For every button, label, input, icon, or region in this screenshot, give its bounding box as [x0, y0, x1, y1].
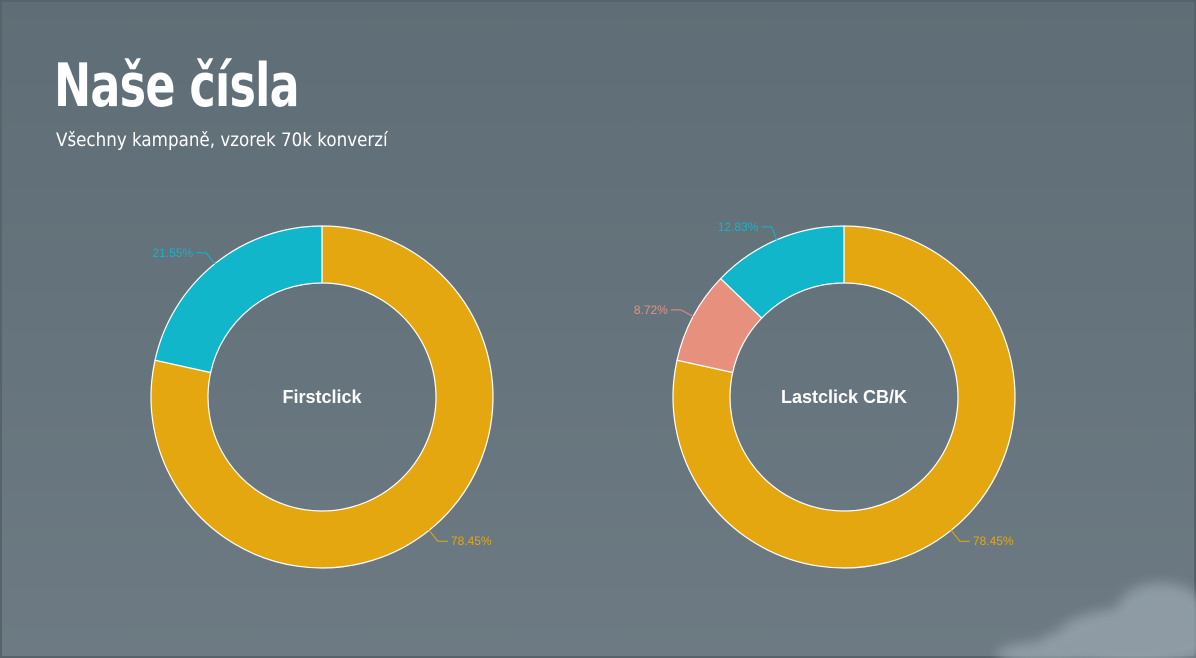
firstclick-donut-chart: 78.45% 21.55% Firstclick: [150, 225, 494, 569]
slice-leader-line: [950, 529, 970, 542]
lastclick-donut-chart: 78.45% 8.72% 12.83% Lastclick CB/K: [634, 220, 1016, 569]
donut-slice-78-45: [150, 225, 494, 569]
donut-slice-21-55: [154, 225, 323, 374]
slice-leader-line: [196, 252, 216, 265]
cloud-decoration: [996, 583, 1196, 658]
slice-label: 78.45%: [451, 534, 492, 548]
slide-subtitle: Všechny kampaně, vzorek 70k konverzí: [56, 129, 388, 151]
slice-label: 78.45%: [973, 534, 1014, 548]
slice-leader-line: [761, 226, 778, 241]
slice-label: 12.83%: [718, 220, 759, 234]
slice-leader-line: [428, 529, 448, 542]
slice-label: 8.72%: [634, 303, 668, 317]
chart-center-label: Lastclick CB/K: [781, 387, 907, 407]
donut-slice-12-83: [720, 225, 845, 319]
chart-center-label: Firstclick: [282, 387, 362, 407]
donut-slice-78-45: [672, 225, 1016, 569]
slice-label: 21.55%: [152, 246, 193, 260]
slide-title: Naše čísla: [54, 51, 300, 121]
slice-leader-line: [670, 309, 695, 318]
